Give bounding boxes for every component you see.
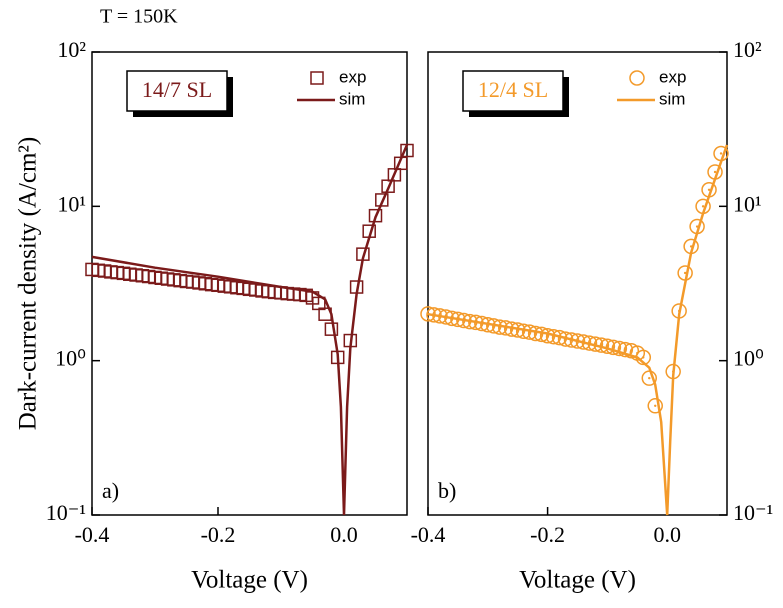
marker-part [713,170,717,174]
marker-part [420,306,436,322]
y-tick-label: 10⁻¹ [46,500,86,525]
y-tick-label: 10² [57,37,86,62]
x-tick-label: 0.0 [330,522,358,547]
plot-frame [91,51,408,516]
marker-part [426,307,442,323]
marker-part [683,271,687,275]
legend-label: sim [339,89,365,108]
y-tick-label: 10⁻¹ [733,500,773,525]
marker-part [648,376,651,380]
panel-label-box [126,70,228,112]
x-axis-label: Voltage (V) [519,567,636,594]
marker-part [611,340,628,357]
sim-line [427,144,729,516]
marker-part [654,404,657,407]
marker [368,208,383,223]
marker [400,143,414,158]
marker-part [617,341,634,358]
chart-title: T = 150K [100,6,178,28]
panel-label: 12/4 SL [478,77,548,102]
panel-label: 14/7 SL [142,77,212,102]
corner-label: b) [438,478,456,503]
marker-part [647,398,663,414]
legend-marker [310,71,324,85]
panel-label-box [462,70,564,112]
y-tick-label: 10⁰ [733,346,764,371]
x-tick-label: -0.4 [75,522,110,547]
legend-label: exp [659,67,686,86]
sim-line [91,144,409,516]
marker-part [707,188,711,191]
marker [324,322,339,336]
y-axis-label: Dark-current density (A/cm²) [15,137,42,431]
y-tick-label: 10¹ [733,191,762,216]
marker-part [642,356,645,359]
plot-frame [427,51,728,516]
marker [647,398,663,414]
marker-part [575,334,592,350]
marker-part [569,333,586,349]
x-axis-label: Voltage (V) [191,567,308,594]
corner-label: a) [102,478,119,503]
x-tick-label: -0.2 [530,522,565,547]
x-tick-label: 0.0 [653,522,681,547]
marker-part [719,152,723,155]
x-tick-label: -0.4 [411,522,446,547]
marker-part [701,205,705,208]
legend-label: exp [339,67,366,86]
y-tick-label: 10⁰ [55,346,86,371]
y-tick-label: 10² [733,37,762,62]
legend-label: sim [659,89,685,108]
x-tick-label: -0.2 [201,522,236,547]
legend-marker [629,70,645,86]
y-tick-label: 10¹ [57,191,86,216]
